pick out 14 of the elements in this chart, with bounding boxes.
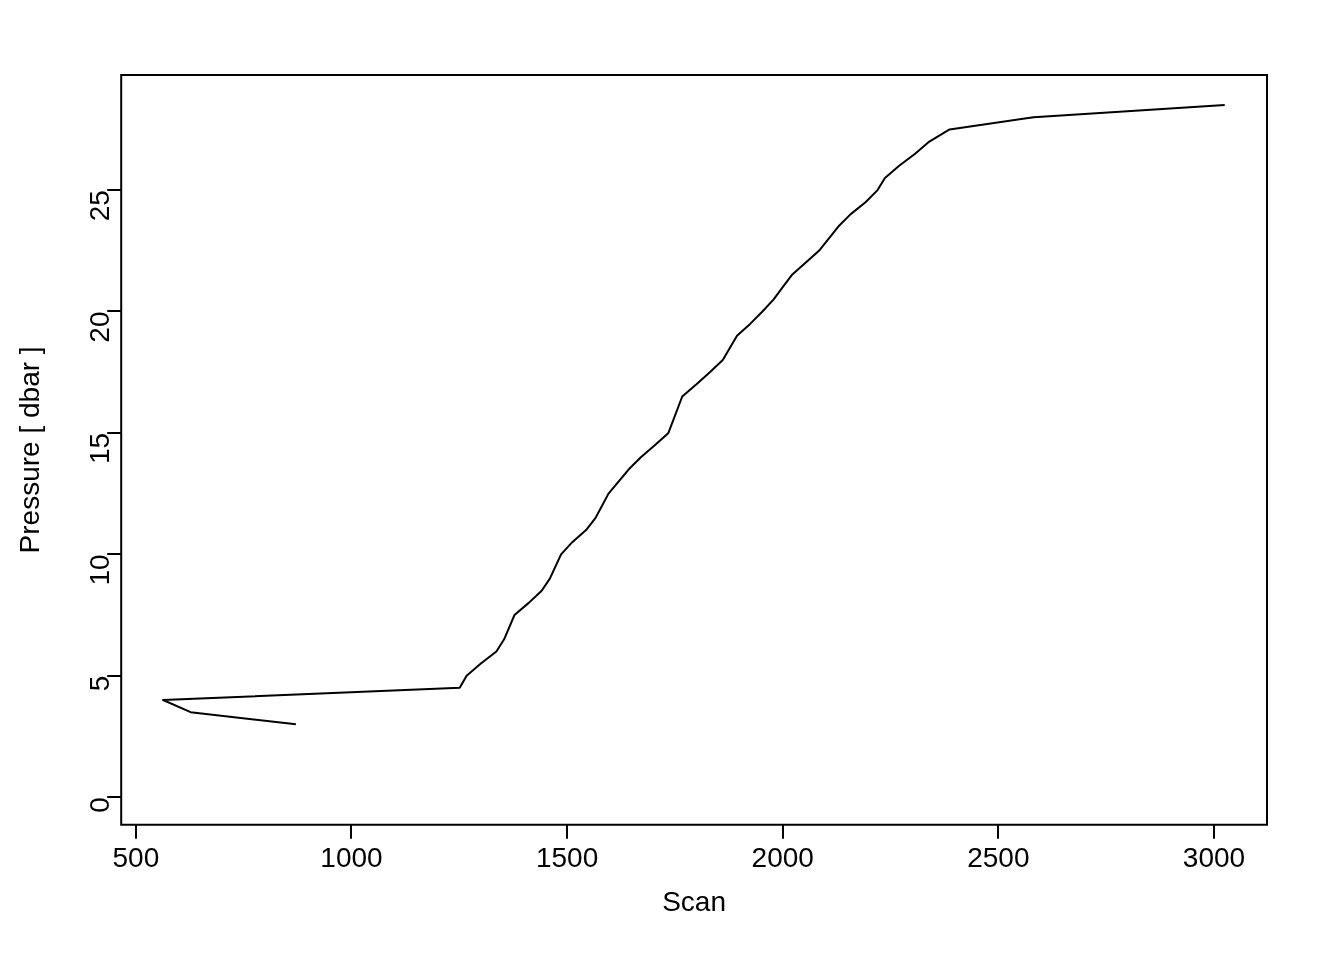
x-tick-label: 500 [112,842,160,874]
x-tick-label: 1000 [320,842,383,874]
y-tick-label: 10 [83,554,115,586]
y-tick-label: 15 [83,432,115,465]
x-axis-title: Scan [662,885,727,917]
y-tick-label: 5 [83,675,115,692]
y-tick-label: 20 [83,311,115,343]
y-axis-title: Pressure [ dbar ] [13,346,45,554]
x-tick-label: 3000 [1182,842,1246,874]
y-tick-label: 0 [83,797,115,813]
x-tick-label: 1500 [535,842,599,874]
y-tick-label: 25 [83,190,115,222]
x-tick-label: 2000 [751,842,814,874]
x-tick-label: 2500 [967,842,1030,874]
